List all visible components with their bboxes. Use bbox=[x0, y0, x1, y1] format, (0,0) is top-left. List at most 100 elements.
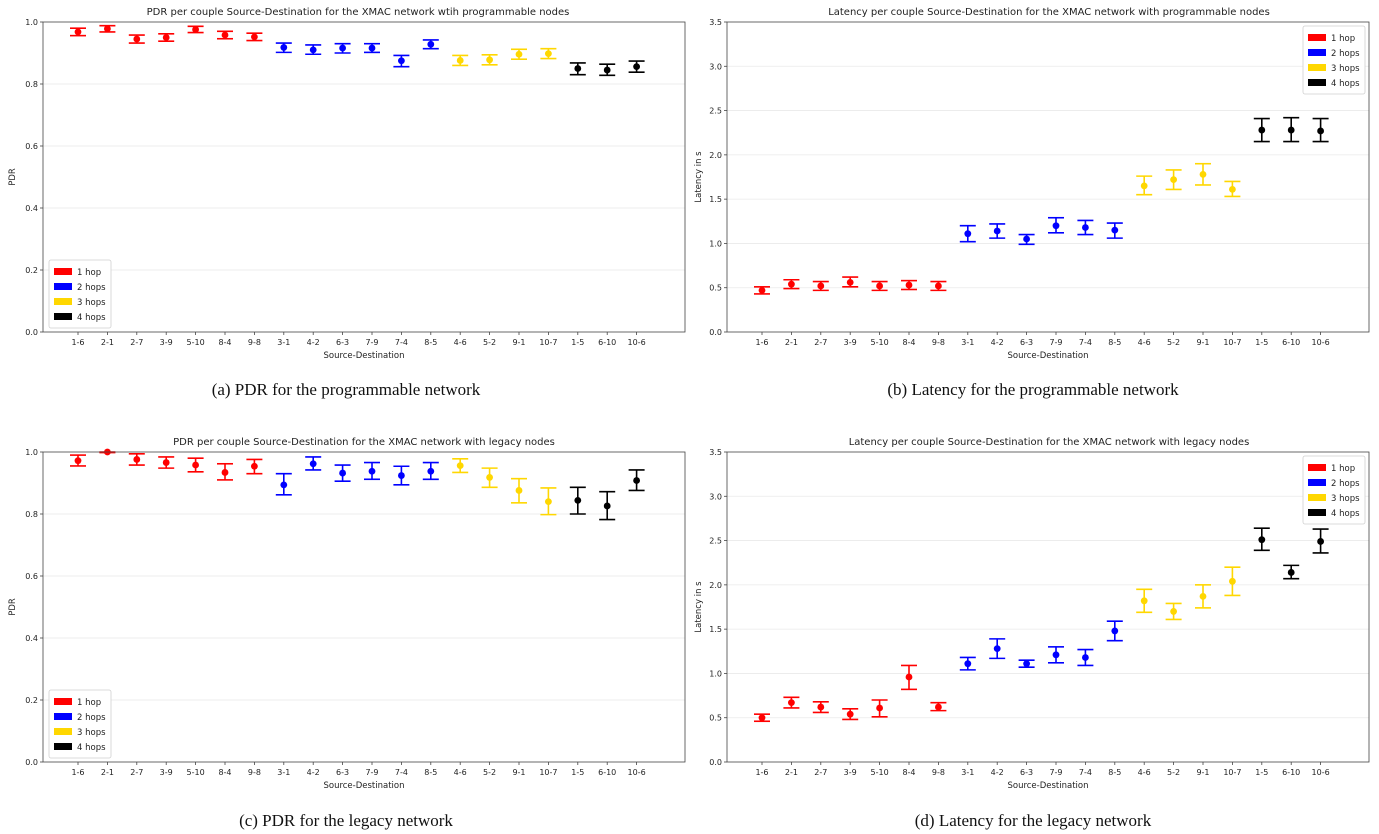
data-point bbox=[935, 703, 942, 711]
x-tick-label: 3-1 bbox=[961, 768, 974, 777]
legend-swatch bbox=[54, 698, 72, 705]
error-bar-point bbox=[187, 25, 204, 34]
error-bar-point bbox=[540, 47, 557, 60]
x-tick-label: 4-2 bbox=[991, 768, 1004, 777]
data-point bbox=[846, 710, 854, 718]
data-point bbox=[1229, 577, 1236, 585]
x-tick-label: 5-10 bbox=[871, 338, 889, 347]
x-tick-label: 1-5 bbox=[1255, 338, 1268, 347]
panel-b-ticks: 0.0 0.5 1.0 1.5 2.0 2.5 3.0 3.5 1-6 2-1 2-7 3-9 5-10… bbox=[709, 18, 1329, 347]
data-point bbox=[545, 50, 552, 58]
panel-a-marks bbox=[70, 24, 645, 77]
legend-label: 1 hop bbox=[1331, 34, 1355, 44]
error-bar-point bbox=[1283, 564, 1300, 580]
x-tick-label: 3-9 bbox=[844, 768, 857, 777]
data-point bbox=[368, 44, 376, 52]
y-tick-label: 2.5 bbox=[709, 107, 722, 116]
y-tick-label: 1.0 bbox=[25, 18, 38, 27]
error-bar-point bbox=[187, 457, 204, 473]
error-bar-point bbox=[599, 63, 616, 77]
data-point bbox=[1052, 651, 1060, 659]
x-tick-label: 5-10 bbox=[187, 768, 205, 777]
legend-label: 1 hop bbox=[77, 268, 101, 278]
y-tick-label: 0.6 bbox=[25, 572, 38, 581]
y-tick-label: 0.5 bbox=[709, 714, 722, 723]
data-point bbox=[339, 469, 346, 477]
data-point bbox=[964, 660, 972, 668]
x-tick-label: 10-6 bbox=[628, 768, 646, 777]
x-tick-label: 6-10 bbox=[1282, 768, 1300, 777]
data-point bbox=[427, 40, 435, 48]
x-tick-label: 3-1 bbox=[961, 338, 974, 347]
y-tick-label: 3.5 bbox=[709, 18, 722, 27]
x-tick-label: 10-7 bbox=[539, 338, 557, 347]
data-point bbox=[309, 460, 317, 468]
error-bar-point bbox=[901, 279, 917, 291]
x-tick-label: 10-7 bbox=[539, 768, 557, 777]
error-bar-point bbox=[364, 42, 380, 54]
legend-swatch bbox=[1308, 64, 1326, 71]
x-tick-label: 7-4 bbox=[1079, 768, 1092, 777]
error-bar-point bbox=[1312, 528, 1329, 554]
x-tick-label: 8-5 bbox=[424, 338, 437, 347]
error-bar-point bbox=[1195, 584, 1211, 609]
data-point bbox=[251, 462, 258, 470]
panel-c-grid bbox=[43, 513, 685, 701]
data-point bbox=[339, 44, 346, 52]
panel-b-plot-frame bbox=[726, 21, 1370, 333]
panel-d-legend: 1 hop 2 hops 3 hops 4 hops bbox=[1302, 455, 1366, 525]
legend-swatch bbox=[54, 743, 72, 750]
panel-b-xlabel: Source-Destination bbox=[1007, 351, 1088, 361]
error-bar-point bbox=[628, 469, 645, 492]
y-tick-label: 2.5 bbox=[709, 537, 722, 546]
data-point bbox=[368, 467, 376, 475]
data-point bbox=[1317, 127, 1324, 135]
panel-b-marks bbox=[754, 116, 1329, 295]
error-bar-point bbox=[1018, 659, 1035, 669]
error-bar-point bbox=[481, 54, 498, 66]
legend-label: 1 hop bbox=[1331, 464, 1355, 474]
data-point bbox=[456, 462, 464, 470]
error-bar-point bbox=[1048, 646, 1064, 664]
data-point bbox=[1317, 538, 1324, 545]
data-point bbox=[398, 57, 405, 65]
legend-swatch bbox=[54, 298, 72, 305]
legend-label: 4 hops bbox=[1331, 79, 1360, 89]
panel-b-legend: 1 hop 2 hops 3 hops 4 hops bbox=[1302, 25, 1366, 95]
panel-d-marks bbox=[754, 527, 1329, 723]
panel-d-plot-frame bbox=[726, 451, 1370, 763]
panel-a-ylabel: PDR bbox=[8, 168, 18, 186]
data-point bbox=[964, 230, 972, 238]
error-bar-point bbox=[70, 454, 86, 467]
x-tick-label: 3-1 bbox=[277, 338, 290, 347]
error-bar-point bbox=[1018, 233, 1035, 246]
panel-a-plot-frame bbox=[42, 21, 686, 333]
x-tick-label: 7-9 bbox=[365, 768, 378, 777]
legend-swatch bbox=[1308, 464, 1326, 471]
legend-box bbox=[1302, 25, 1366, 95]
x-tick-label: 9-1 bbox=[512, 768, 525, 777]
x-tick-label: 9-1 bbox=[512, 338, 525, 347]
data-point bbox=[515, 50, 523, 58]
x-tick-label: 4-6 bbox=[1138, 338, 1151, 347]
error-bar-point bbox=[1077, 648, 1094, 667]
error-bar-point bbox=[1224, 180, 1241, 198]
x-tick-label: 1-6 bbox=[755, 338, 768, 347]
legend-label: 2 hops bbox=[1331, 479, 1360, 489]
error-bar-point bbox=[599, 490, 616, 521]
panel-d-caption: (d) Latency for the legacy network bbox=[915, 811, 1152, 830]
error-bar-point bbox=[158, 32, 175, 43]
data-point bbox=[876, 282, 883, 290]
x-tick-label: 5-10 bbox=[871, 768, 889, 777]
y-tick-label: 0.8 bbox=[25, 80, 38, 89]
legend-label: 4 hops bbox=[1331, 509, 1360, 519]
panel-c-ticks: 0.0 0.2 0.4 0.6 0.8 1.0 1-6 2-1 2-7 3-9 5-10 8-4 9-8… bbox=[25, 448, 645, 777]
data-point bbox=[1140, 182, 1148, 190]
x-tick-label: 4-6 bbox=[1138, 768, 1151, 777]
y-tick-label: 3.5 bbox=[709, 448, 722, 457]
x-tick-label: 2-7 bbox=[814, 768, 827, 777]
data-point bbox=[1170, 608, 1177, 615]
y-tick-label: 0.4 bbox=[25, 634, 38, 643]
x-tick-label: 3-1 bbox=[277, 768, 290, 777]
data-point bbox=[133, 456, 141, 463]
